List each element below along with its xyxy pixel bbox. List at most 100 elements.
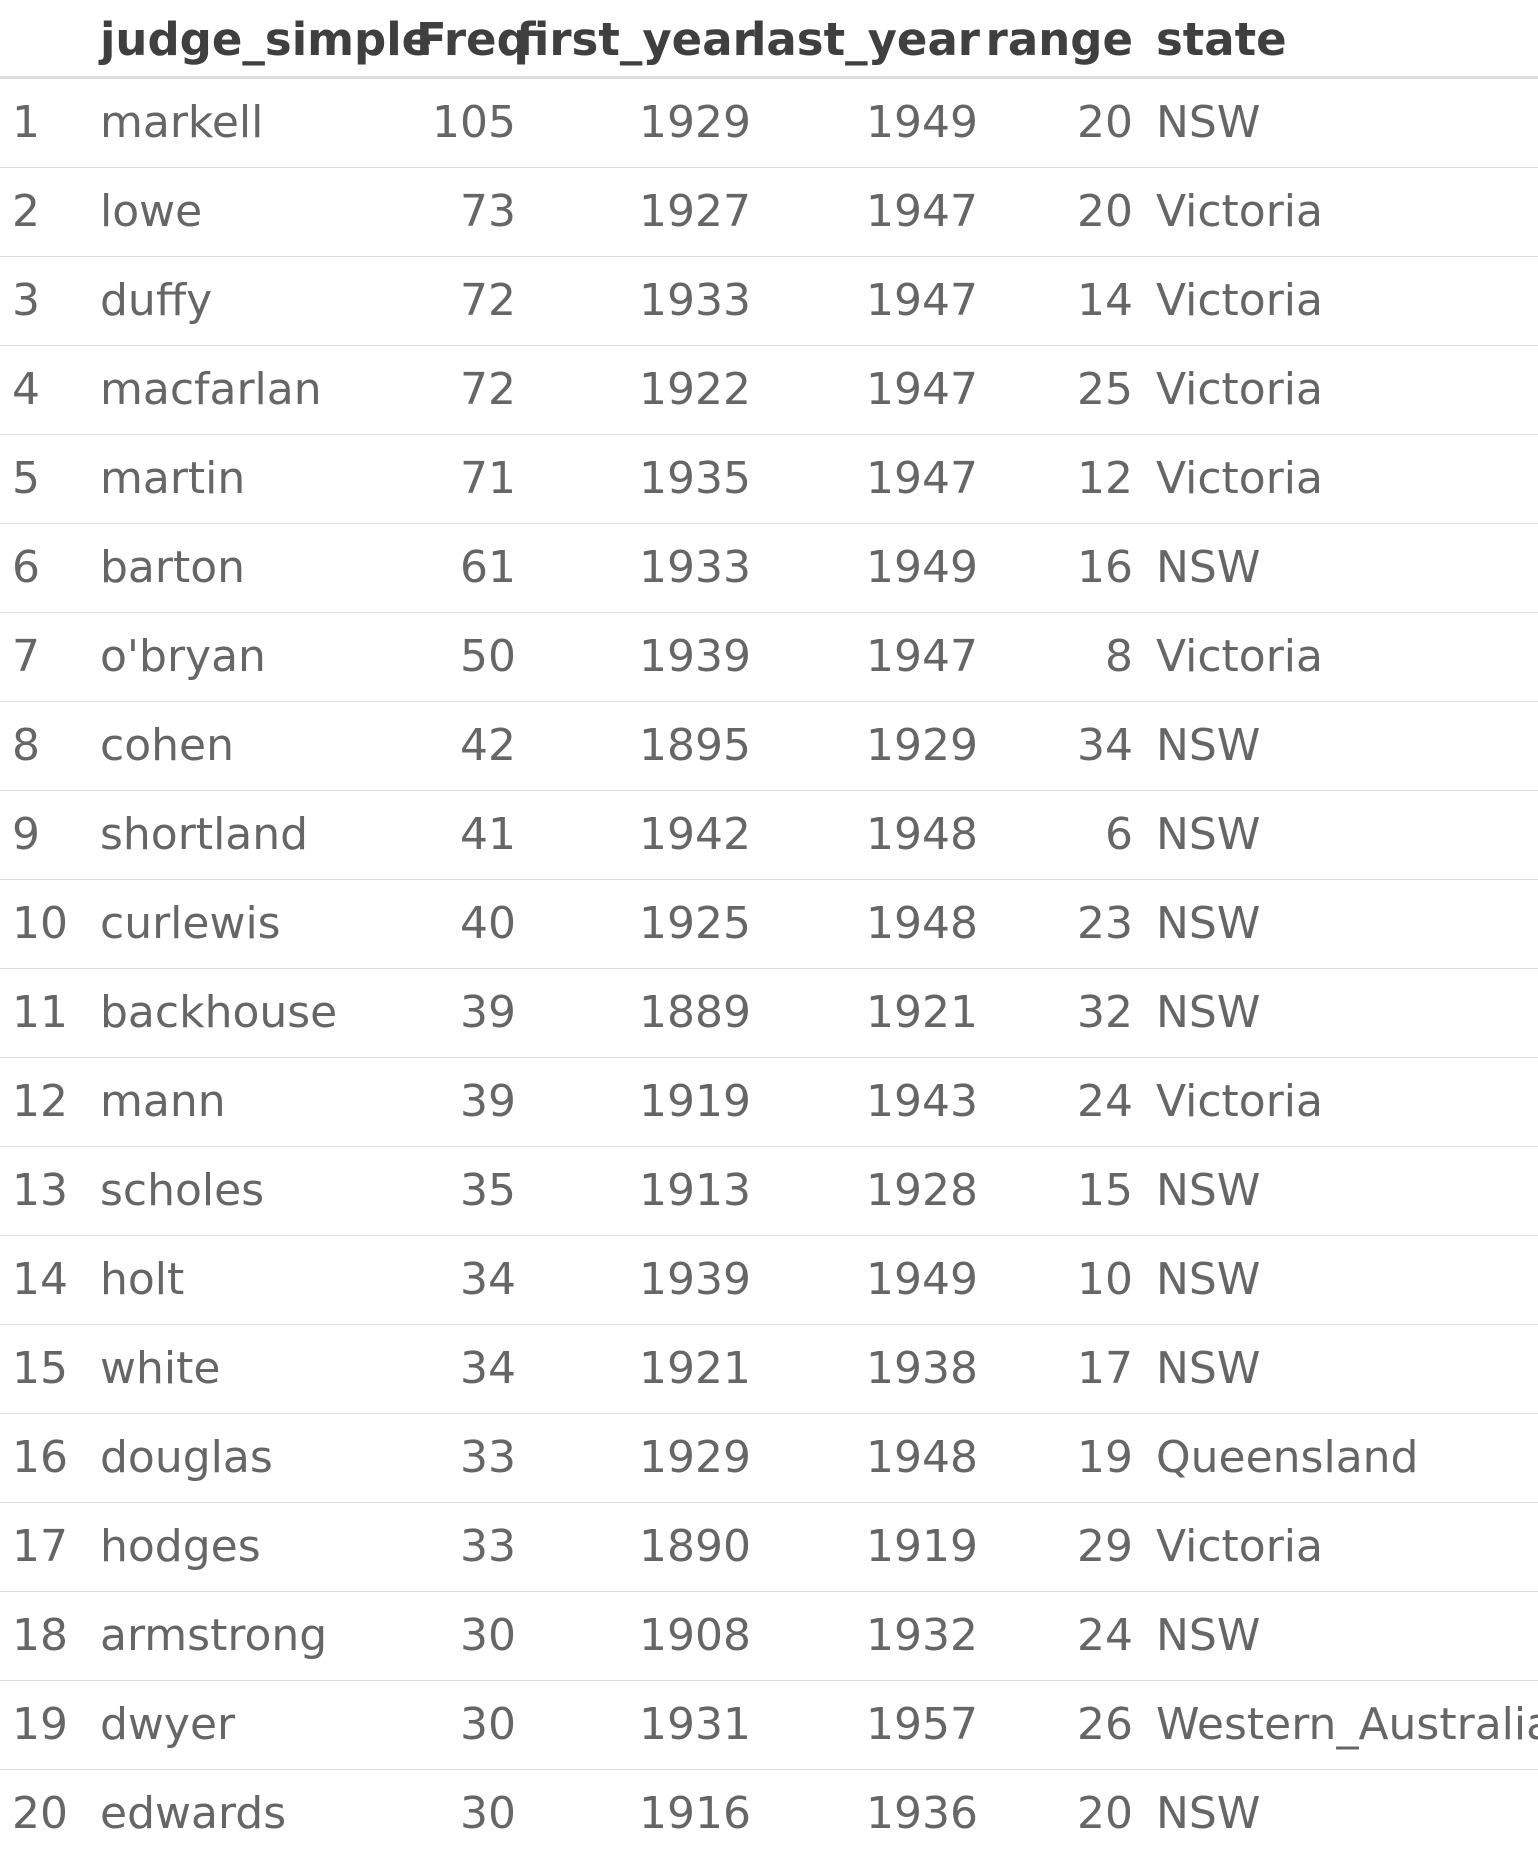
- cell-state: NSW: [1133, 1236, 1538, 1325]
- cell-judge-simple: white: [100, 1325, 416, 1414]
- cell-first-year: 1931: [516, 1681, 751, 1770]
- cell-first-year: 1889: [516, 969, 751, 1058]
- cell-first-year: 1929: [516, 78, 751, 168]
- cell-state: NSW: [1133, 1770, 1538, 1858]
- cell-row-index: 19: [0, 1681, 100, 1770]
- cell-last-year: 1948: [751, 791, 978, 880]
- cell-freq: 72: [416, 257, 516, 346]
- cell-range: 20: [978, 78, 1133, 168]
- cell-last-year: 1947: [751, 257, 978, 346]
- cell-last-year: 1949: [751, 524, 978, 613]
- cell-range: 24: [978, 1592, 1133, 1681]
- cell-judge-simple: cohen: [100, 702, 416, 791]
- cell-first-year: 1890: [516, 1503, 751, 1592]
- cell-freq: 50: [416, 613, 516, 702]
- cell-judge-simple: armstrong: [100, 1592, 416, 1681]
- cell-range: 12: [978, 435, 1133, 524]
- cell-freq: 39: [416, 1058, 516, 1147]
- header-last-year: last_year: [751, 0, 978, 78]
- cell-judge-simple: scholes: [100, 1147, 416, 1236]
- cell-state: NSW: [1133, 880, 1538, 969]
- cell-last-year: 1957: [751, 1681, 978, 1770]
- cell-state: Victoria: [1133, 168, 1538, 257]
- cell-last-year: 1929: [751, 702, 978, 791]
- cell-freq: 39: [416, 969, 516, 1058]
- cell-state: NSW: [1133, 702, 1538, 791]
- header-range: range: [978, 0, 1133, 78]
- cell-state: Victoria: [1133, 1058, 1538, 1147]
- cell-judge-simple: lowe: [100, 168, 416, 257]
- cell-last-year: 1947: [751, 346, 978, 435]
- cell-first-year: 1933: [516, 524, 751, 613]
- cell-row-index: 7: [0, 613, 100, 702]
- cell-range: 29: [978, 1503, 1133, 1592]
- cell-state: Victoria: [1133, 257, 1538, 346]
- cell-range: 14: [978, 257, 1133, 346]
- cell-state: Queensland: [1133, 1414, 1538, 1503]
- cell-freq: 35: [416, 1147, 516, 1236]
- cell-state: Western_Australia: [1133, 1681, 1538, 1770]
- cell-freq: 34: [416, 1325, 516, 1414]
- cell-first-year: 1913: [516, 1147, 751, 1236]
- cell-first-year: 1919: [516, 1058, 751, 1147]
- cell-freq: 30: [416, 1770, 516, 1858]
- cell-last-year: 1947: [751, 613, 978, 702]
- cell-freq: 71: [416, 435, 516, 524]
- cell-row-index: 4: [0, 346, 100, 435]
- cell-last-year: 1949: [751, 78, 978, 168]
- cell-judge-simple: holt: [100, 1236, 416, 1325]
- cell-state: Victoria: [1133, 346, 1538, 435]
- cell-row-index: 11: [0, 969, 100, 1058]
- cell-range: 24: [978, 1058, 1133, 1147]
- cell-state: NSW: [1133, 1592, 1538, 1681]
- cell-first-year: 1939: [516, 1236, 751, 1325]
- cell-first-year: 1927: [516, 168, 751, 257]
- cell-judge-simple: o'bryan: [100, 613, 416, 702]
- cell-freq: 40: [416, 880, 516, 969]
- cell-freq: 34: [416, 1236, 516, 1325]
- cell-row-index: 12: [0, 1058, 100, 1147]
- cell-judge-simple: douglas: [100, 1414, 416, 1503]
- cell-state: NSW: [1133, 1147, 1538, 1236]
- cell-last-year: 1947: [751, 435, 978, 524]
- cell-judge-simple: duffy: [100, 257, 416, 346]
- cell-range: 10: [978, 1236, 1133, 1325]
- cell-range: 15: [978, 1147, 1133, 1236]
- cell-freq: 105: [416, 78, 516, 168]
- cell-range: 34: [978, 702, 1133, 791]
- header-judge-simple: judge_simple: [100, 0, 416, 78]
- cell-range: 6: [978, 791, 1133, 880]
- cell-last-year: 1949: [751, 1236, 978, 1325]
- cell-range: 26: [978, 1681, 1133, 1770]
- cell-first-year: 1939: [516, 613, 751, 702]
- cell-row-index: 9: [0, 791, 100, 880]
- cell-judge-simple: mann: [100, 1058, 416, 1147]
- header-row-index: [0, 0, 100, 78]
- header-state: state: [1133, 0, 1538, 78]
- cell-state: Victoria: [1133, 613, 1538, 702]
- cell-judge-simple: hodges: [100, 1503, 416, 1592]
- cell-first-year: 1935: [516, 435, 751, 524]
- cell-judge-simple: dwyer: [100, 1681, 416, 1770]
- cell-judge-simple: shortland: [100, 791, 416, 880]
- cell-first-year: 1942: [516, 791, 751, 880]
- cell-freq: 61: [416, 524, 516, 613]
- cell-judge-simple: curlewis: [100, 880, 416, 969]
- cell-range: 20: [978, 1770, 1133, 1858]
- cell-row-index: 17: [0, 1503, 100, 1592]
- cell-freq: 73: [416, 168, 516, 257]
